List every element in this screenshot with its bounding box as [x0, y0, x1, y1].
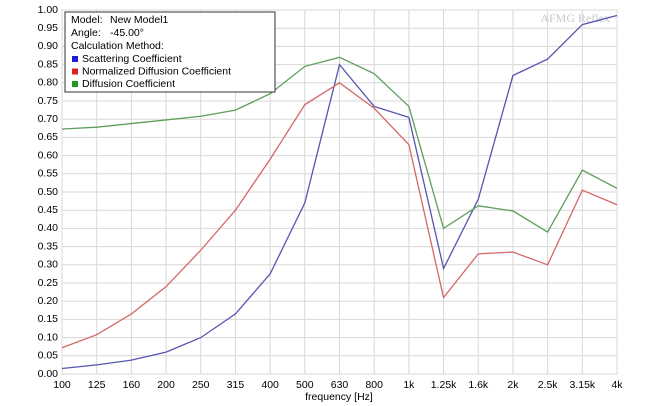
y-tick-label: 0.10 — [38, 331, 59, 343]
x-tick-label: 1k — [403, 379, 415, 391]
y-tick-label: 0.25 — [38, 277, 59, 289]
y-tick-label: 0.95 — [38, 22, 59, 34]
watermark: AFMG Reflex — [540, 11, 610, 25]
x-tick-label: 3.15k — [569, 379, 595, 391]
y-tick-label: 0.00 — [38, 368, 59, 380]
info-label: Model: — [71, 14, 103, 26]
x-axis-label: frequency [Hz] — [305, 391, 373, 403]
y-tick-label: 0.05 — [38, 350, 59, 362]
legend-label: Normalized Diffusion Coefficient — [82, 65, 231, 77]
y-tick-label: 0.80 — [38, 77, 59, 89]
legend-label: Scattering Coefficient — [82, 53, 182, 65]
series-line — [61, 14, 618, 370]
x-tick-label: 500 — [296, 379, 314, 391]
x-tick-label: 1.25k — [431, 379, 457, 391]
grid — [61, 9, 618, 375]
x-tick-label: 630 — [331, 379, 349, 391]
x-tick-label: 315 — [227, 379, 245, 391]
x-tick-label: 100 — [53, 379, 71, 391]
x-tick-label: 2.5k — [538, 379, 559, 391]
x-tick-label: 250 — [192, 379, 210, 391]
info-value: -45.00° — [110, 27, 144, 39]
y-tick-label: 0.35 — [38, 240, 59, 252]
legend-swatch — [72, 81, 78, 87]
y-tick-label: 0.75 — [38, 95, 59, 107]
y-tick-label: 0.20 — [38, 295, 59, 307]
x-tick-label: 1.6k — [468, 379, 489, 391]
y-tick-label: 0.15 — [38, 313, 59, 325]
x-tick-label: 800 — [365, 379, 383, 391]
info-value: New Model1 — [110, 14, 169, 26]
y-tick-label: 0.30 — [38, 259, 59, 271]
y-tick-label: 0.45 — [38, 204, 59, 216]
info-label: Angle: — [71, 27, 101, 39]
y-tick-label: 1.00 — [38, 4, 59, 16]
y-tick-label: 0.50 — [38, 186, 59, 198]
y-tick-label: 0.55 — [38, 168, 59, 180]
x-tick-label: 2k — [507, 379, 519, 391]
series-line — [61, 56, 618, 233]
y-tick-label: 0.90 — [38, 40, 59, 52]
legend-swatch — [72, 68, 78, 75]
y-tick-label: 0.60 — [38, 149, 59, 161]
x-tick-label: 4k — [611, 379, 623, 391]
y-tick-label: 0.70 — [38, 113, 59, 125]
legend-box — [64, 11, 276, 93]
y-tick-label: 0.85 — [38, 58, 59, 70]
legend-swatch — [72, 56, 78, 62]
x-tick-label: 160 — [123, 379, 141, 391]
legend-label: Diffusion Coefficient — [82, 78, 175, 90]
series-line — [61, 82, 618, 349]
x-tick-label: 200 — [157, 379, 175, 391]
y-tick-label: 0.65 — [38, 131, 59, 143]
method-heading: Calculation Method: — [71, 40, 164, 52]
x-tick-label: 400 — [261, 379, 279, 391]
y-tick-label: 0.40 — [38, 222, 59, 234]
x-tick-label: 125 — [88, 379, 106, 391]
